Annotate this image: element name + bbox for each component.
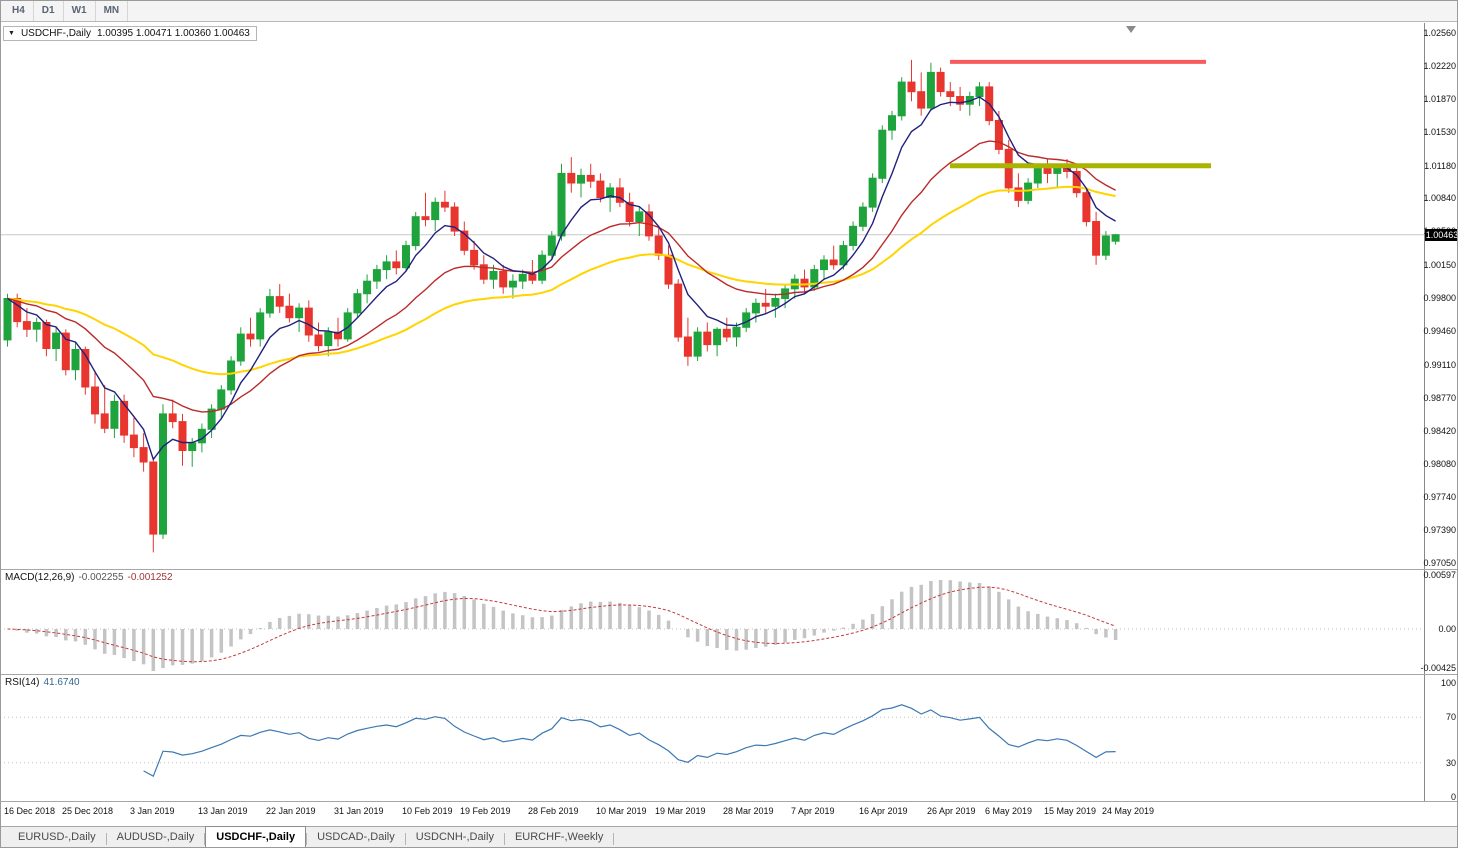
tf-button-mn[interactable]: MN xyxy=(96,0,129,21)
price-axis-label: 0.97740 xyxy=(1423,492,1456,502)
rsi-axis-label: 70 xyxy=(1445,712,1456,722)
tab-separator xyxy=(204,832,206,845)
rsi-name: RSI(14) xyxy=(5,677,40,688)
date-axis-label: 19 Feb 2019 xyxy=(460,806,511,816)
macd-signal-value: -0.001252 xyxy=(127,572,173,583)
timeframe-button-group: H4 D1 W1 MN xyxy=(4,0,129,21)
tab-usdcad-daily[interactable]: USDCAD-,Daily xyxy=(317,831,395,843)
date-axis-label: 3 Jan 2019 xyxy=(130,806,175,816)
price-axis-label: 1.00840 xyxy=(1423,193,1456,203)
tf-button-d1[interactable]: D1 xyxy=(34,0,64,21)
rsi-axis[interactable]: 100 70 30 0 xyxy=(1424,675,1458,802)
timeframe-toolbar: H4 D1 W1 MN xyxy=(0,0,1458,22)
price-axis-label: 0.98770 xyxy=(1423,393,1456,403)
rsi-dateaxis-splitter xyxy=(0,801,1458,802)
tab-audusd-daily[interactable]: AUDUSD-,Daily xyxy=(116,831,195,843)
macd-label: MACD(12,26,9) -0.002255 -0.001252 xyxy=(5,572,173,583)
tab-usdchf-daily[interactable]: USDCHF-,Daily xyxy=(205,826,307,848)
current-price-tag: 1.00463 xyxy=(1425,229,1458,241)
date-axis-label: 16 Dec 2018 xyxy=(4,806,56,816)
price-axis-label: 1.02220 xyxy=(1423,61,1456,71)
date-axis-label: 28 Feb 2019 xyxy=(528,806,579,816)
date-axis-label: 31 Jan 2019 xyxy=(334,806,384,816)
price-axis-label: 1.00150 xyxy=(1423,260,1456,270)
rsi-value: 41.6740 xyxy=(43,677,80,688)
chart-tab-bar: EURUSD-,Daily AUDUSD-,Daily USDCHF-,Daily U… xyxy=(0,826,1458,848)
price-axis-label: 0.98420 xyxy=(1423,426,1456,436)
price-axis-label: 1.01180 xyxy=(1424,161,1456,171)
price-axis-label: 0.97390 xyxy=(1423,525,1456,535)
rsi-axis-label: 0 xyxy=(1450,792,1456,802)
rsi-label: RSI(14) 41.6740 xyxy=(5,677,80,688)
macd-panel-canvas[interactable] xyxy=(0,570,1424,674)
macd-axis-label: 0.00597 xyxy=(1423,570,1456,580)
date-axis-label: 7 Apr 2019 xyxy=(791,806,835,816)
date-axis-label: 28 Mar 2019 xyxy=(723,806,774,816)
chart-shift-marker-icon[interactable] xyxy=(1126,26,1136,33)
date-axis-label: 10 Mar 2019 xyxy=(596,806,647,816)
tab-separator xyxy=(503,832,505,845)
date-axis-label: 13 Jan 2019 xyxy=(198,806,248,816)
tab-separator xyxy=(613,832,615,845)
price-axis-label: 0.99800 xyxy=(1423,293,1456,303)
date-axis-label: 22 Jan 2019 xyxy=(266,806,316,816)
price-axis-label: 0.98080 xyxy=(1423,459,1456,469)
macd-axis-label: -0.00425 xyxy=(1420,663,1456,673)
date-axis-label: 24 May 2019 xyxy=(1102,806,1155,816)
date-axis[interactable]: 16 Dec 2018 25 Dec 2018 3 Jan 2019 13 Jan 2… xyxy=(0,802,1424,826)
macd-axis-label: 0.00 xyxy=(1438,624,1456,634)
rsi-panel-canvas[interactable] xyxy=(0,675,1424,801)
price-axis-label: 0.99460 xyxy=(1423,326,1456,336)
macd-rsi-splitter[interactable] xyxy=(0,674,1458,675)
tf-button-h4[interactable]: H4 xyxy=(4,0,34,21)
macd-main-value: -0.002255 xyxy=(78,572,124,583)
date-axis-label: 6 May 2019 xyxy=(985,806,1033,816)
date-axis-label: 25 Dec 2018 xyxy=(62,806,114,816)
macd-name: MACD(12,26,9) xyxy=(5,572,75,583)
tab-separator xyxy=(105,832,107,845)
date-axis-label: 15 May 2019 xyxy=(1044,806,1097,816)
macd-axis[interactable]: 0.00597 0.00 -0.00425 xyxy=(1420,570,1458,674)
main-chart-canvas[interactable] xyxy=(0,23,1424,569)
tab-eurchf-weekly[interactable]: EURCHF-,Weekly xyxy=(514,831,604,843)
tab-separator xyxy=(306,832,308,845)
price-axis-label: 1.01870 xyxy=(1423,94,1456,104)
rsi-axis-label: 30 xyxy=(1445,758,1456,768)
date-axis-label: 10 Feb 2019 xyxy=(402,806,453,816)
rsi-axis-label: 100 xyxy=(1440,678,1456,688)
price-axis-label: 1.02560 xyxy=(1423,28,1456,38)
collapse-arrow-icon[interactable]: ▼ xyxy=(8,30,15,37)
price-axis[interactable]: 1.02560 1.02220 1.01870 1.01530 1.01180 1.008… xyxy=(1423,23,1458,569)
main-macd-splitter[interactable] xyxy=(0,569,1458,570)
date-axis-label: 19 Mar 2019 xyxy=(655,806,706,816)
price-axis-label: 0.99110 xyxy=(1424,360,1456,370)
chart-title-box: ▼ USDCHF-,Daily 1.00395 1.00471 1.00360 … xyxy=(3,26,257,41)
chart-ohlc-values: 1.00395 1.00471 1.00360 1.00463 xyxy=(96,28,250,39)
tf-button-w1[interactable]: W1 xyxy=(64,0,96,21)
price-axis-label: 1.01530 xyxy=(1423,127,1456,137)
tab-separator xyxy=(404,832,406,845)
chart-symbol: USDCHF-,Daily xyxy=(20,28,91,39)
date-axis-label: 26 Apr 2019 xyxy=(927,806,976,816)
price-axis-label: 0.97050 xyxy=(1423,558,1456,568)
date-axis-label: 16 Apr 2019 xyxy=(859,806,908,816)
tab-eurusd-daily[interactable]: EURUSD-,Daily xyxy=(18,831,96,843)
tab-usdcnh-daily[interactable]: USDCNH-,Daily xyxy=(415,831,494,843)
